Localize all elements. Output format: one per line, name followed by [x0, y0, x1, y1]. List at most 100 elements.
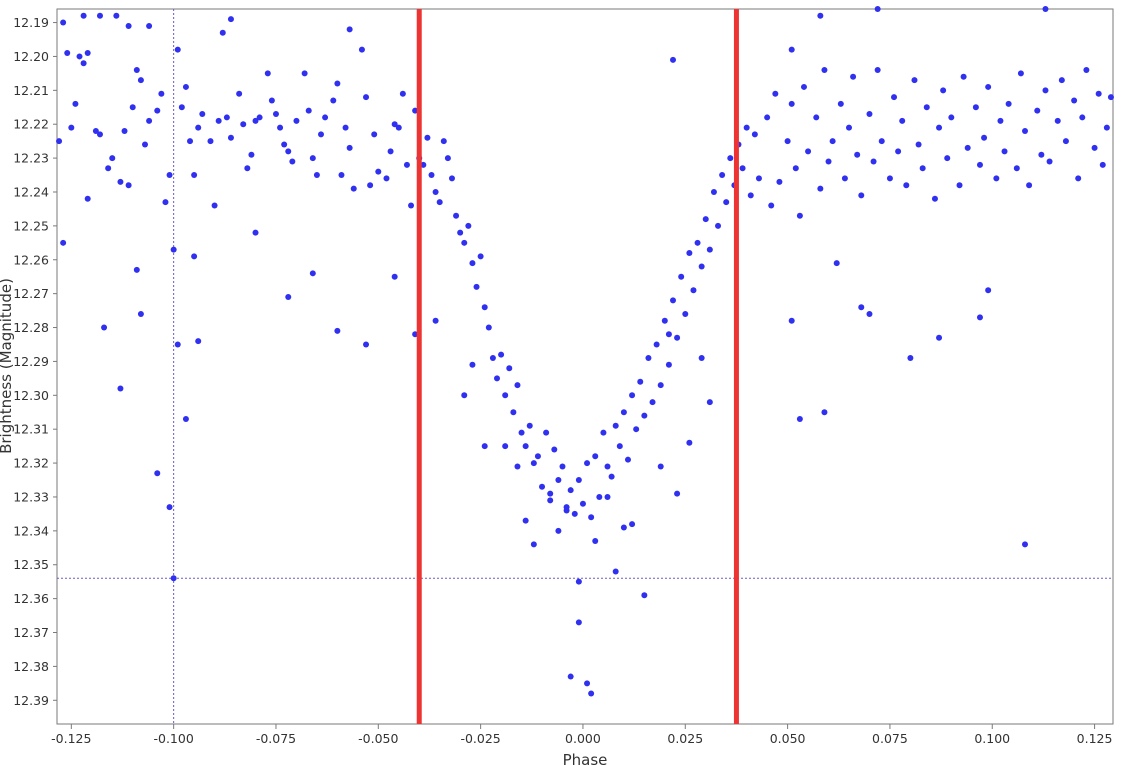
data-point	[723, 199, 730, 206]
data-point	[1046, 158, 1053, 165]
y-tick-label: 12.39	[13, 693, 49, 708]
data-point	[1022, 127, 1028, 134]
data-point	[571, 510, 578, 517]
data-point	[191, 172, 198, 179]
data-point	[825, 158, 832, 165]
data-point	[330, 97, 337, 104]
data-point	[579, 500, 586, 507]
data-point	[960, 73, 967, 80]
data-point	[412, 331, 419, 338]
data-point	[412, 107, 419, 114]
data-point	[154, 470, 161, 477]
data-point	[514, 382, 521, 389]
data-point	[84, 195, 91, 202]
data-point	[432, 188, 439, 195]
data-point	[146, 117, 153, 124]
data-point	[236, 90, 243, 97]
data-point	[80, 12, 87, 19]
data-point	[248, 151, 255, 158]
y-tick-label: 12.35	[13, 557, 49, 572]
data-point	[522, 443, 529, 450]
data-point	[956, 182, 963, 189]
data-point	[931, 195, 938, 202]
x-tick-label: -0.025	[460, 731, 500, 746]
data-point	[92, 127, 99, 134]
data-point	[657, 463, 664, 470]
data-point	[829, 138, 836, 145]
data-point	[985, 287, 992, 294]
data-point	[72, 100, 79, 107]
data-point	[792, 165, 799, 172]
data-point	[502, 443, 509, 450]
data-point	[211, 202, 218, 209]
data-point	[858, 304, 865, 311]
data-point	[706, 246, 713, 253]
data-point	[174, 341, 181, 348]
data-point	[469, 260, 476, 267]
data-point	[121, 127, 128, 134]
data-point	[56, 138, 63, 145]
data-point	[719, 172, 726, 179]
data-point	[993, 175, 1000, 182]
data-point	[453, 212, 460, 219]
x-tick-label: 0.050	[770, 731, 806, 746]
y-tick-label: 12.30	[13, 388, 49, 403]
data-point	[665, 361, 672, 368]
data-point	[657, 382, 664, 389]
data-point	[383, 175, 390, 182]
data-point	[133, 66, 140, 73]
x-tick-label: -0.125	[51, 731, 91, 746]
data-point	[403, 161, 410, 168]
y-tick-label: 12.20	[13, 49, 49, 64]
y-tick-label: 12.34	[13, 523, 49, 538]
data-point	[117, 178, 124, 185]
data-point	[489, 355, 496, 362]
data-point	[522, 517, 529, 524]
data-point	[751, 131, 758, 138]
data-point	[661, 317, 668, 324]
x-tick-label: 0.025	[667, 731, 703, 746]
data-point	[252, 117, 259, 124]
x-tick-label: -0.100	[154, 731, 194, 746]
data-point	[309, 270, 316, 277]
y-tick-label: 12.36	[13, 591, 49, 606]
data-point	[837, 100, 844, 107]
data-point	[182, 83, 189, 90]
data-point	[420, 161, 427, 168]
data-point	[461, 392, 468, 399]
data-point	[629, 392, 636, 399]
data-point	[633, 426, 640, 433]
data-point	[985, 83, 992, 90]
data-point	[285, 294, 292, 301]
data-point	[551, 446, 558, 453]
data-point	[788, 46, 795, 53]
data-point	[469, 361, 476, 368]
data-point	[240, 121, 247, 128]
data-point	[477, 253, 484, 260]
data-point	[158, 90, 165, 97]
data-point	[547, 497, 554, 504]
data-point	[174, 46, 181, 53]
data-point	[596, 493, 603, 500]
data-point	[1022, 541, 1028, 548]
data-point	[620, 409, 627, 416]
data-point	[854, 151, 861, 158]
data-point	[620, 524, 627, 531]
data-point	[796, 212, 803, 219]
data-point	[629, 521, 636, 528]
x-tick-label: -0.050	[358, 731, 398, 746]
data-point	[363, 94, 370, 101]
x-tick-label: 0.100	[974, 731, 1010, 746]
data-point	[375, 168, 382, 175]
data-point	[510, 409, 517, 416]
data-point	[146, 22, 153, 29]
data-point	[1062, 138, 1069, 145]
data-point	[686, 439, 693, 446]
data-point	[919, 165, 926, 172]
data-point	[604, 463, 611, 470]
data-point	[1099, 161, 1106, 168]
data-point	[616, 443, 623, 450]
data-point	[768, 202, 775, 209]
data-point	[227, 134, 234, 141]
data-point	[391, 273, 398, 280]
